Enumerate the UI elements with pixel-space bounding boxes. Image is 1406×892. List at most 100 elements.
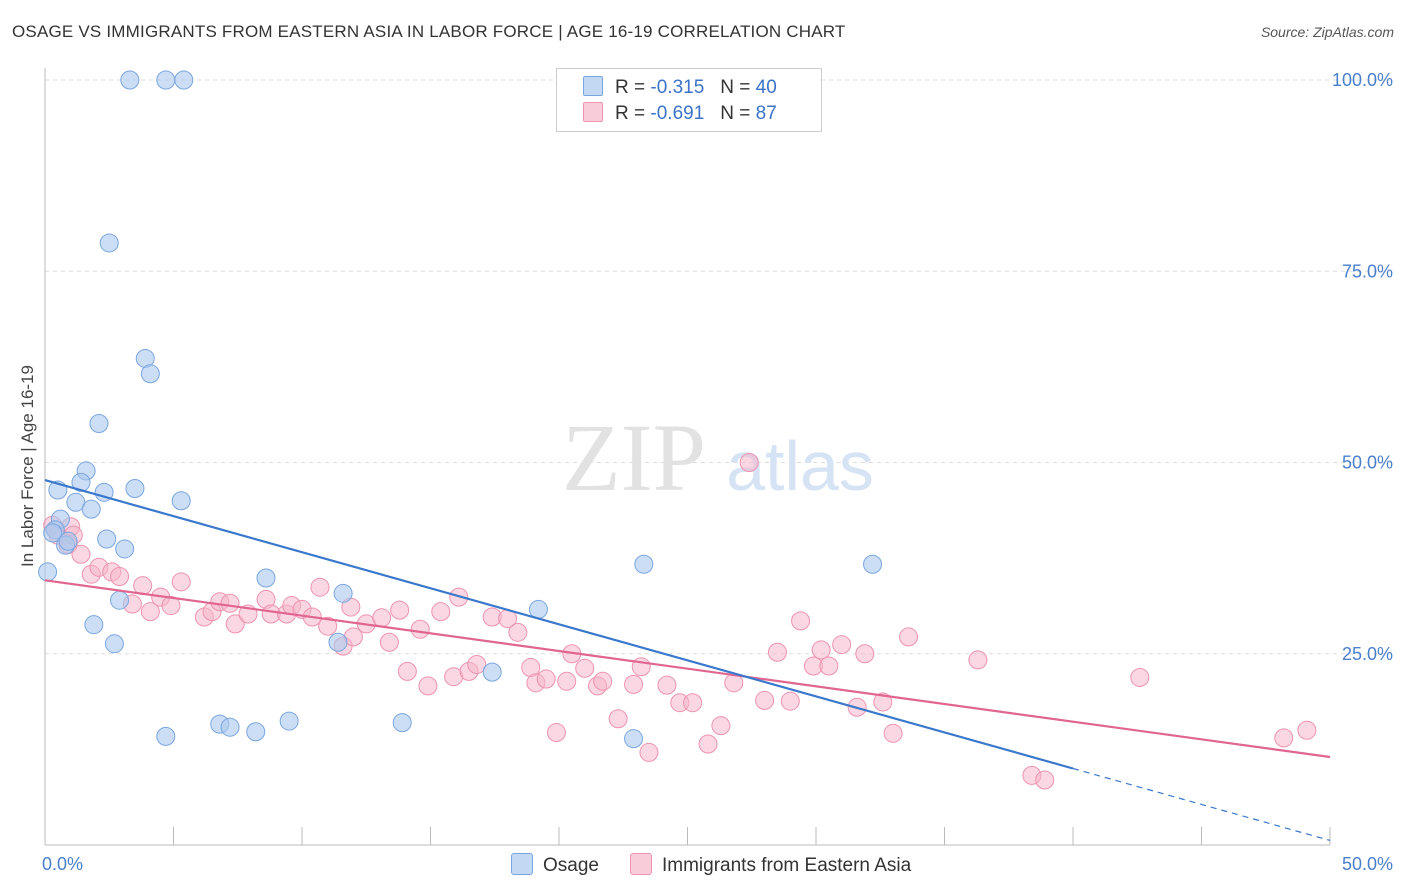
legend-swatch-immigrants (583, 102, 603, 122)
osage-trend-line (44, 479, 1074, 770)
osage-point (174, 70, 194, 90)
osage-point (246, 722, 266, 742)
immigrants-point (855, 644, 875, 664)
immigrants-point (767, 642, 787, 662)
immigrants-point (557, 671, 577, 691)
legend-row-immigrants: R = -0.691 N = 87 (583, 102, 777, 126)
immigrants-point (379, 632, 399, 652)
x-tick-label: 0.0% (42, 854, 83, 874)
immigrants-point (508, 622, 528, 642)
osage-point (97, 529, 117, 549)
y-tick-label: 100.0% (1332, 70, 1393, 90)
osage-point (634, 554, 654, 574)
immigrants-point (418, 676, 438, 696)
immigrants-point (575, 658, 595, 678)
immigrants-point (832, 635, 852, 655)
x-tick-label: 50.0% (1342, 854, 1393, 874)
immigrants-point (310, 577, 330, 597)
osage-point (256, 568, 276, 588)
axes (44, 68, 1331, 846)
watermark: ZIP atlas (562, 404, 874, 511)
immigrants-point (1274, 728, 1294, 748)
immigrants-point (1035, 770, 1055, 790)
immigrants-point (739, 453, 759, 472)
bottom-legend-swatch-immigrants (630, 853, 652, 875)
osage-point (156, 726, 176, 746)
immigrants-point (140, 602, 160, 622)
osage-point (38, 562, 58, 582)
osage-point (392, 713, 412, 733)
osage-point (110, 590, 130, 610)
osage-trend-extension (1072, 767, 1331, 841)
bottom-legend-osage: Osage (511, 853, 599, 877)
legend-r-label: R = (615, 103, 646, 124)
chart-title: OSAGE VS IMMIGRANTS FROM EASTERN ASIA IN… (12, 22, 846, 41)
immigrants-point (657, 675, 677, 695)
y-tick-label: 25.0% (1342, 644, 1393, 664)
y-tick-labels: 25.0% 50.0% 75.0% 100.0% (1332, 70, 1393, 664)
legend-n-value: 40 (755, 77, 777, 98)
osage-point (220, 717, 240, 737)
immigrants-point (711, 716, 731, 736)
osage-point (624, 729, 644, 749)
osage-point (115, 539, 135, 559)
immigrants-point (225, 614, 245, 634)
immigrants-point (755, 690, 775, 710)
immigrants-point (624, 674, 644, 694)
legend-r-label: R = (615, 77, 646, 98)
immigrants-point (467, 654, 487, 674)
osage-point (81, 499, 101, 519)
x-tick-labels: 0.0% 50.0% (42, 854, 1393, 874)
immigrants-point (608, 709, 628, 729)
osage-point (171, 491, 191, 511)
immigrants-point (899, 627, 919, 647)
osage-point (104, 634, 124, 654)
osage-point (43, 523, 63, 543)
immigrants-point (683, 693, 703, 713)
immigrants-point (220, 593, 240, 613)
trend-lines (44, 479, 1331, 841)
legend-n-label: N = (720, 77, 751, 98)
osage-point (84, 615, 104, 635)
bottom-legend-swatch-osage (511, 853, 533, 875)
osage-point (58, 531, 78, 551)
osage-point (279, 711, 299, 731)
osage-point (71, 472, 91, 492)
immigrants-point (71, 544, 91, 564)
immigrants-point (171, 572, 191, 592)
immigrants-point (968, 650, 988, 670)
grid-lines (45, 79, 1392, 655)
immigrants-trend-line (44, 579, 1331, 759)
osage-point (99, 233, 119, 253)
immigrants-point (546, 723, 566, 743)
osage-point (125, 479, 145, 499)
series-osage-points (38, 70, 883, 749)
watermark-zip: ZIP (562, 404, 706, 511)
osage-point (328, 632, 348, 652)
legend-row-osage: R = -0.315 N = 40 (583, 76, 777, 100)
correlation-legend: R = -0.315 N = 40 R = -0.691 N = 87 (556, 68, 822, 132)
immigrants-point (390, 600, 410, 620)
immigrants-point (372, 608, 392, 628)
immigrants-point (593, 671, 613, 691)
legend-n-label: N = (720, 103, 751, 124)
y-tick-label: 50.0% (1342, 453, 1393, 473)
immigrants-point (780, 691, 800, 711)
immigrants-point (873, 692, 893, 712)
y-axis-label: In Labor Force | Age 16-19 (18, 365, 37, 567)
immigrants-point (791, 611, 811, 631)
immigrants-point (431, 602, 451, 622)
immigrants-point (698, 734, 718, 754)
immigrants-point (397, 661, 417, 681)
osage-point (482, 662, 502, 682)
bottom-legend-label-osage: Osage (543, 855, 599, 876)
immigrants-point (811, 640, 831, 660)
source-label: Source: ZipAtlas.com (1260, 24, 1394, 40)
y-tick-label: 75.0% (1342, 261, 1393, 281)
immigrants-point (639, 742, 659, 762)
legend-n-value: 87 (755, 103, 777, 124)
immigrants-point (410, 619, 430, 639)
osage-point (120, 70, 140, 90)
immigrants-point (1130, 667, 1150, 687)
